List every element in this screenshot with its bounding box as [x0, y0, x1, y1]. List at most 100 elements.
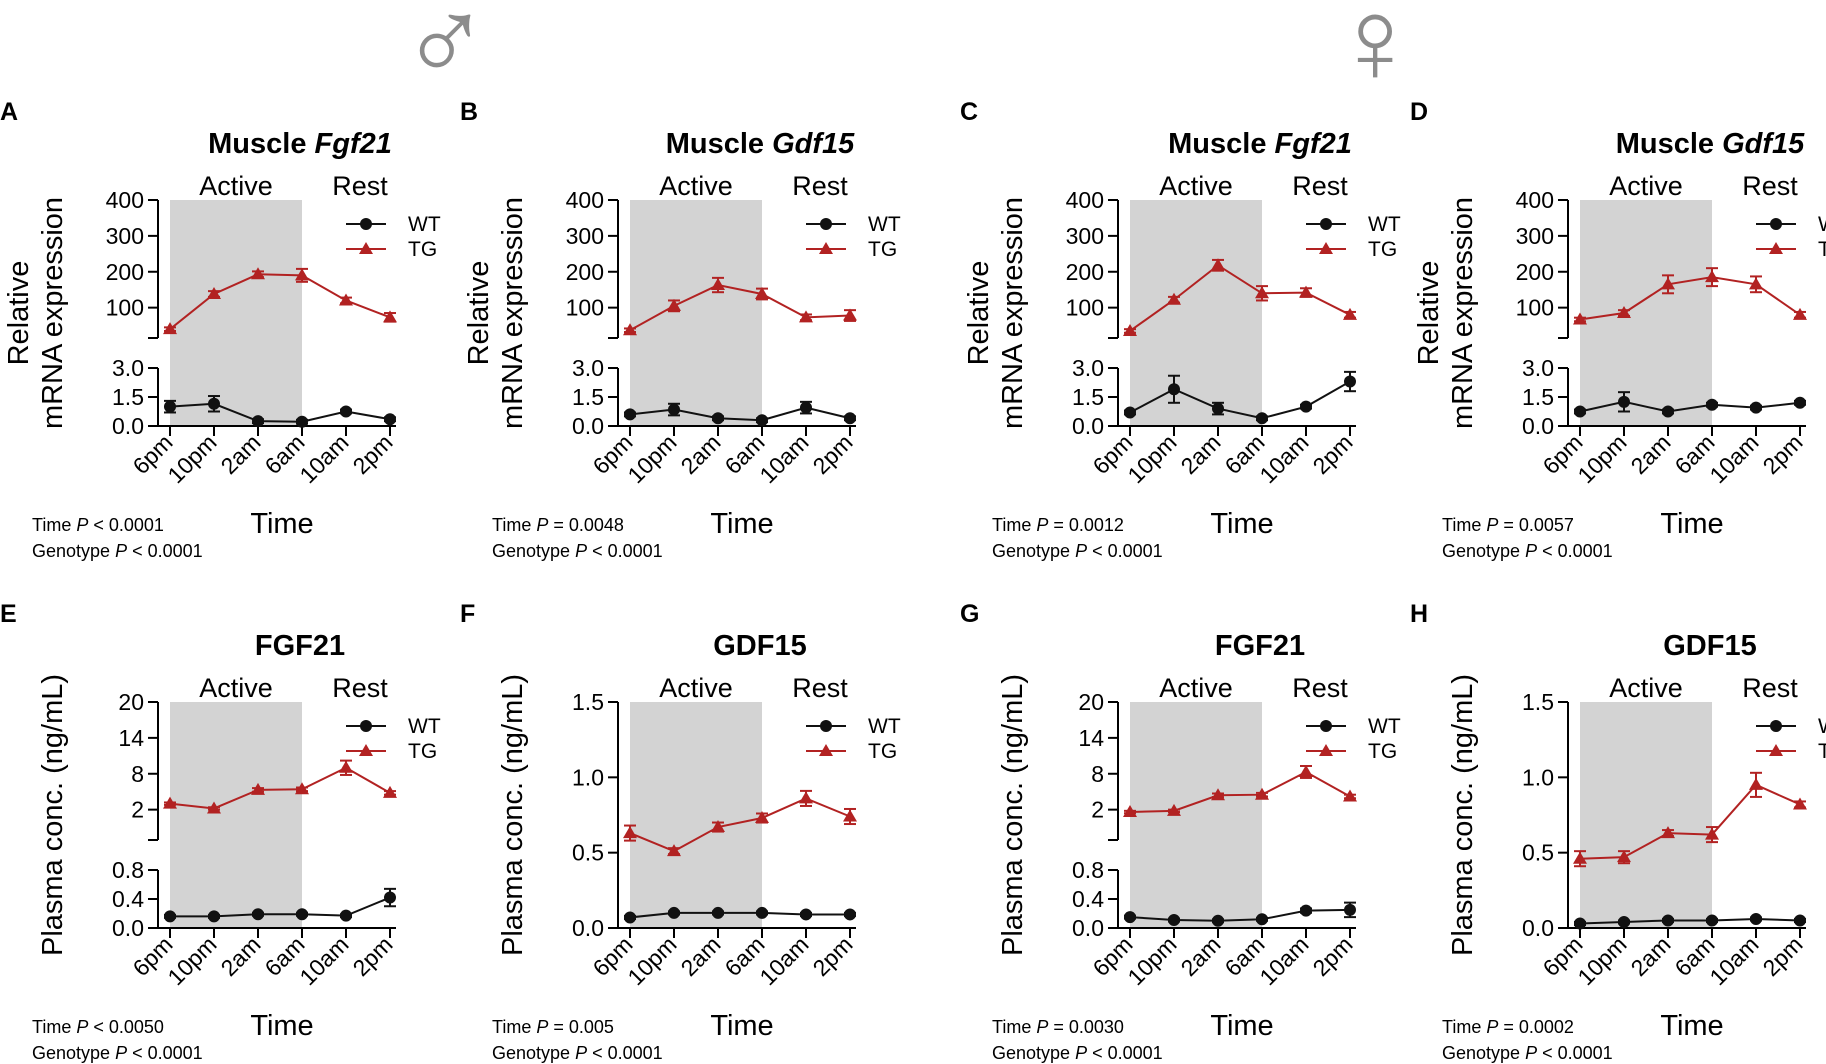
series-line	[629, 406, 851, 422]
series-line	[1579, 917, 1801, 925]
data-point-wt	[384, 891, 396, 904]
y-tick-label: 1.5	[1522, 384, 1554, 410]
stats-genotype: Genotype P < 0.0001	[992, 1043, 1163, 1063]
x-tick-label: 10am	[754, 931, 813, 990]
stats-time: Time P = 0.0048	[492, 515, 624, 535]
data-point-wt	[1124, 911, 1136, 924]
x-tick-label: 2pm	[808, 931, 858, 981]
series-wt	[1574, 391, 1806, 418]
data-point-wt	[164, 910, 176, 923]
data-point-wt	[208, 910, 220, 923]
legend-label: TG	[1368, 238, 1397, 261]
data-point-wt	[296, 908, 308, 921]
data-point-tg	[1167, 803, 1181, 816]
data-point-wt	[1750, 912, 1762, 925]
y-axis-label: mRNA expression	[37, 197, 69, 429]
male-symbol-icon: ♂	[400, 0, 490, 108]
y-tick-label: 3.0	[572, 355, 604, 381]
panels: A Muscle Fgf21 Active Rest 400 300 200 100 3.0 1.…	[0, 98, 1826, 1063]
x-tick-label: 10pm	[162, 429, 221, 488]
sex-symbols: ♂ ♀	[400, 0, 1420, 108]
x-axis-label: Time	[250, 1010, 313, 1042]
series-line	[1129, 380, 1351, 420]
data-point-tg	[163, 796, 177, 809]
data-point-wt	[668, 403, 680, 416]
panel-label: D	[1410, 98, 1428, 126]
data-point-tg	[207, 287, 221, 300]
data-point-tg	[295, 268, 309, 281]
legend-marker	[819, 744, 833, 756]
data-point-wt	[756, 906, 768, 919]
data-point-wt	[340, 909, 352, 922]
data-point-tg	[667, 844, 681, 857]
series-line	[169, 766, 391, 810]
data-point-tg	[1167, 292, 1181, 305]
legend-entry-tg: TG	[1756, 740, 1826, 763]
data-point-wt	[1344, 903, 1356, 916]
stats-time: Time P = 0.005	[492, 1017, 614, 1037]
data-point-wt	[668, 906, 680, 919]
data-point-tg	[1793, 307, 1807, 320]
legend-entry-wt: WT	[1756, 715, 1826, 738]
y-tick-label: 0.8	[112, 857, 144, 883]
y-tick-label: 0.0	[572, 413, 604, 439]
y-tick-label: 20	[118, 689, 144, 715]
chart-title: Muscle Fgf21	[208, 128, 392, 160]
data-point-wt	[1618, 395, 1630, 408]
y-tick-label: 0.5	[1522, 840, 1554, 866]
active-period-shade	[170, 702, 302, 928]
rest-label: Rest	[332, 673, 388, 703]
active-period-shade	[630, 702, 762, 928]
active-period-shade	[1580, 200, 1712, 426]
y-tick-label: 8	[131, 761, 144, 787]
data-point-wt	[624, 408, 636, 421]
x-tick-label: 10am	[1704, 429, 1763, 488]
series-line	[629, 911, 850, 919]
data-point-wt	[1574, 917, 1586, 930]
stats-genotype: Genotype P < 0.0001	[32, 1043, 203, 1063]
x-axis-label: Time	[710, 508, 773, 540]
rest-label: Rest	[332, 171, 388, 201]
x-axis-label: Time	[1660, 508, 1723, 540]
y-axis-label: Plasma conc. (ng/mL)	[997, 674, 1029, 956]
series-line	[1579, 783, 1801, 860]
active-period-shade	[1580, 702, 1712, 928]
legend-label: TG	[1818, 740, 1826, 763]
data-point-tg	[1255, 787, 1269, 800]
series-line	[170, 896, 391, 918]
data-point-wt	[1300, 400, 1312, 413]
y-tick-label: 2	[1091, 797, 1104, 823]
x-tick-label: 2pm	[1758, 931, 1808, 981]
legend-entry-tg: TG	[346, 740, 437, 763]
series-wt	[1124, 901, 1356, 927]
active-period-shade	[1130, 702, 1262, 928]
legend-label: TG	[1368, 740, 1397, 763]
stats-genotype: Genotype P < 0.0001	[1442, 541, 1613, 561]
series-wt	[1574, 912, 1806, 930]
data-point-tg	[1793, 797, 1807, 810]
rest-label: Rest	[1742, 673, 1798, 703]
data-point-wt	[384, 413, 396, 426]
y-tick-label: 0.4	[1072, 886, 1104, 912]
data-point-tg	[1255, 286, 1269, 299]
data-point-wt	[800, 908, 812, 921]
series-tg	[623, 276, 857, 336]
legend-entry-tg: TG	[1306, 740, 1397, 763]
data-point-tg	[1617, 306, 1631, 319]
legend-entry-wt: WT	[806, 213, 901, 236]
chart-title: Muscle Fgf21	[1168, 128, 1352, 160]
data-point-tg	[1123, 805, 1137, 818]
legend-marker	[359, 744, 373, 756]
y-tick-label: 200	[1516, 259, 1554, 285]
stats-time: Time P = 0.0012	[992, 515, 1124, 535]
series-line	[169, 273, 391, 330]
active-period-shade	[1130, 200, 1262, 426]
data-point-wt	[844, 908, 856, 921]
panel-a: A Muscle Fgf21 Active Rest 400 300 200 100 3.0 1.…	[0, 98, 441, 561]
data-point-wt	[1300, 904, 1312, 917]
y-tick-label: 1.0	[572, 764, 604, 790]
x-axis-label: Time	[1660, 1010, 1723, 1042]
data-point-tg	[163, 322, 177, 335]
